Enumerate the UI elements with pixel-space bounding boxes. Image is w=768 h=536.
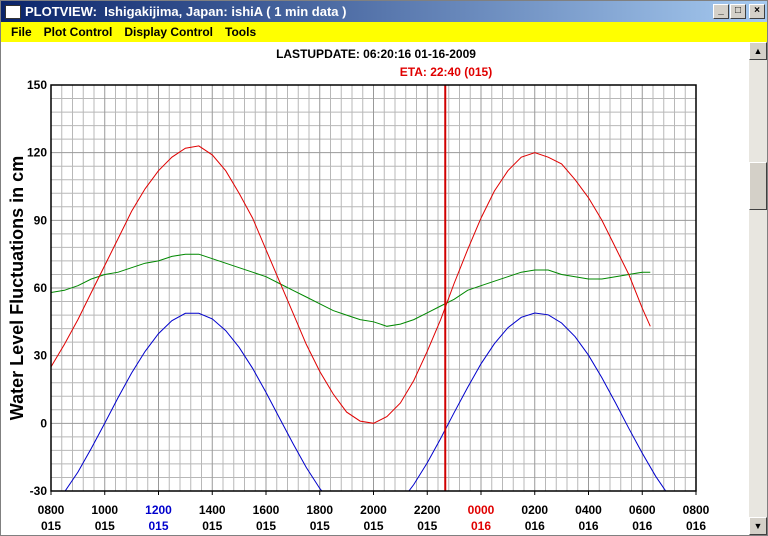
x-tick-label: 1400 — [199, 503, 226, 517]
x-tick-label: 0000 — [468, 503, 495, 517]
scroll-up[interactable]: ▲ — [749, 42, 767, 60]
x-tick-label: 2000 — [360, 503, 387, 517]
x-tick-day: 016 — [471, 519, 491, 533]
x-tick-label: 0800 — [683, 503, 710, 517]
x-tick-day: 015 — [148, 519, 168, 533]
menu-item[interactable]: Tools — [225, 25, 257, 39]
menu-item[interactable]: Display Control — [124, 25, 214, 39]
y-tick-label: 30 — [34, 349, 48, 363]
x-tick-day: 015 — [256, 519, 276, 533]
y-tick-label: 90 — [34, 213, 48, 227]
y-tick-label: 0 — [40, 416, 47, 430]
x-tick-label: 0400 — [575, 503, 602, 517]
menu-bar: File Plot Control Display Control Tools — [1, 22, 767, 42]
x-tick-day: 016 — [525, 519, 545, 533]
scroll-down[interactable]: ▼ — [749, 517, 767, 535]
y-axis-label: Water Level Fluctuations in cm — [7, 156, 27, 420]
menu-item[interactable]: File — [11, 25, 32, 39]
x-tick-label: 1200 — [145, 503, 172, 517]
y-tick-label: 150 — [27, 78, 47, 92]
series-line — [64, 312, 667, 491]
x-tick-day: 016 — [686, 519, 706, 533]
x-tick-day: 015 — [363, 519, 383, 533]
y-tick-label: 120 — [27, 146, 47, 160]
close-button[interactable]: × — [749, 4, 765, 19]
menu-item[interactable]: Plot Control — [43, 25, 113, 39]
y-tick-label: -30 — [30, 484, 48, 498]
chart: LASTUPDATE: 06:20:16 01-16-2009 ETA: 22:4… — [7, 47, 710, 533]
x-tick-label: 0600 — [629, 503, 656, 517]
minimize-button[interactable]: _ — [713, 4, 729, 19]
x-tick-day: 016 — [632, 519, 652, 533]
scroll-thumb[interactable] — [749, 162, 767, 210]
x-tick-label: 0800 — [38, 503, 65, 517]
title-bar: PLOTVIEW: Ishigakijima, Japan: ishiA ( 1… — [1, 1, 767, 22]
x-tick-day: 016 — [578, 519, 598, 533]
x-tick-day: 015 — [41, 519, 61, 533]
x-tick-label: 0200 — [521, 503, 548, 517]
series-line — [51, 145, 651, 424]
x-tick-label: 1000 — [91, 503, 118, 517]
chart-title: LASTUPDATE: 06:20:16 01-16-2009 — [276, 47, 476, 61]
series-line — [51, 253, 651, 327]
plot-frame — [50, 84, 697, 492]
scrollbar[interactable]: ▲ ▼ — [749, 42, 767, 535]
window-icon — [5, 5, 21, 19]
x-tick-day: 015 — [95, 519, 115, 533]
x-tick-day: 015 — [310, 519, 330, 533]
x-tick-label: 1600 — [253, 503, 280, 517]
maximize-button[interactable]: □ — [730, 4, 746, 19]
x-tick-label: 2200 — [414, 503, 441, 517]
x-tick-label: 1800 — [306, 503, 333, 517]
x-tick-day: 015 — [417, 519, 437, 533]
y-tick-label: 60 — [34, 281, 48, 295]
window-title: PLOTVIEW: Ishigakijima, Japan: ishiA ( 1… — [25, 4, 347, 19]
x-tick-day: 015 — [202, 519, 222, 533]
annotation: ETA: 22:40 (015) — [400, 65, 492, 79]
